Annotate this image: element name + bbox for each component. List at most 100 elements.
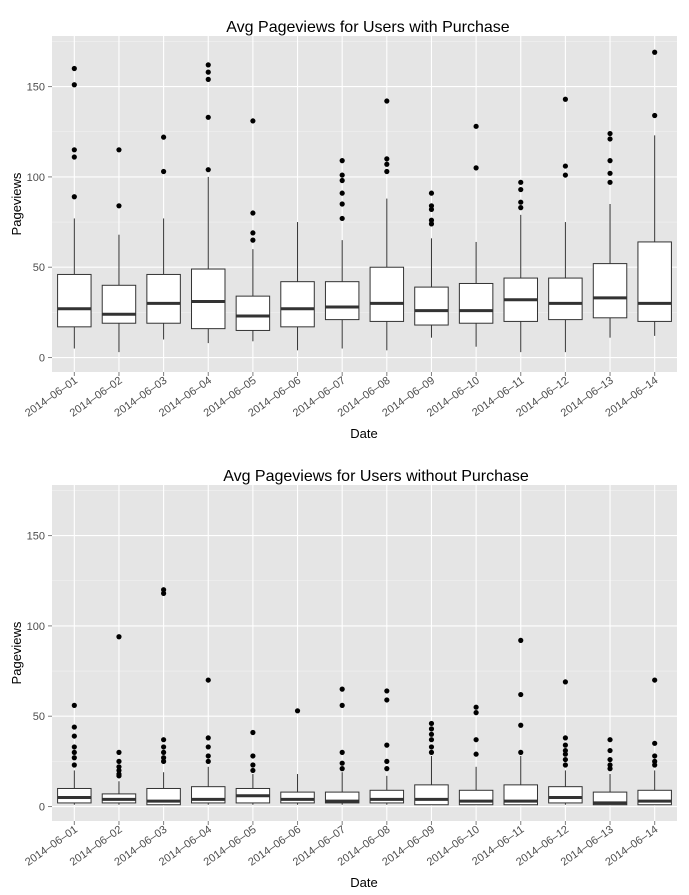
outlier-point bbox=[205, 758, 211, 764]
outlier-point bbox=[339, 190, 345, 196]
outlier-point bbox=[205, 735, 211, 741]
box-2014-06-12 bbox=[548, 679, 583, 805]
outlier-point bbox=[161, 744, 167, 750]
box-2014-06-06 bbox=[280, 708, 315, 805]
outlier-point bbox=[71, 194, 77, 200]
y-axis-ticks: 0 50 100 150 bbox=[27, 82, 52, 365]
box-2014-06-10 bbox=[458, 123, 494, 347]
outlier-point bbox=[71, 724, 77, 730]
outlier-point bbox=[607, 136, 613, 142]
outlier-point bbox=[339, 766, 345, 772]
outlier-point bbox=[518, 637, 524, 643]
outlier-point bbox=[562, 751, 568, 757]
outlier-point bbox=[384, 697, 390, 703]
outlier-point bbox=[161, 749, 167, 755]
outlier-point bbox=[116, 749, 122, 755]
chart-with-purchase: Avg Pageviews for Users with Purchase 0 5… bbox=[9, 19, 677, 441]
box-2014-06-07 bbox=[324, 158, 360, 349]
outlier-point bbox=[384, 98, 390, 104]
outlier-point bbox=[161, 168, 167, 175]
outlier-point bbox=[339, 686, 345, 692]
outlier-point bbox=[428, 726, 435, 732]
outlier-point bbox=[339, 702, 345, 708]
box-iqr bbox=[101, 284, 137, 324]
outlier-point bbox=[116, 147, 122, 153]
outlier-point bbox=[562, 747, 568, 754]
box-iqr bbox=[548, 786, 583, 804]
box-iqr bbox=[548, 277, 583, 321]
box-2014-06-08 bbox=[369, 688, 405, 805]
box-2014-06-03 bbox=[146, 587, 181, 806]
outlier-point bbox=[428, 206, 435, 213]
outlier-point bbox=[428, 737, 435, 743]
y-tick-label: 0 bbox=[39, 353, 45, 365]
outlier-point bbox=[205, 114, 211, 120]
outlier-point bbox=[518, 722, 524, 728]
box-2014-06-13 bbox=[592, 130, 628, 338]
box-iqr bbox=[637, 241, 672, 322]
y-tick-label: 100 bbox=[27, 172, 45, 184]
y-tick-label: 100 bbox=[27, 621, 45, 633]
x-axis-ticks: 2014–06–012014–06–022014–06–032014–06–04… bbox=[23, 372, 660, 420]
outlier-point bbox=[384, 688, 390, 694]
outlier-point bbox=[562, 96, 568, 102]
box-iqr bbox=[57, 787, 92, 804]
outlier-point bbox=[205, 753, 211, 759]
outlier-point bbox=[250, 230, 256, 236]
outlier-point bbox=[116, 771, 122, 777]
outlier-point bbox=[652, 677, 658, 683]
outlier-point bbox=[71, 147, 77, 153]
outlier-point bbox=[384, 758, 390, 764]
y-tick-label: 0 bbox=[39, 802, 45, 814]
outlier-point bbox=[473, 710, 479, 716]
box-2014-06-13 bbox=[592, 737, 628, 806]
outlier-point bbox=[339, 760, 345, 766]
outlier-point bbox=[428, 221, 435, 227]
box-2014-06-03 bbox=[146, 134, 181, 340]
outlier-point bbox=[428, 731, 435, 737]
outlier-point bbox=[473, 737, 479, 743]
outlier-point bbox=[250, 118, 256, 124]
outlier-point bbox=[607, 747, 613, 754]
outlier-point bbox=[652, 758, 658, 764]
outlier-point bbox=[339, 749, 345, 755]
outlier-point bbox=[71, 755, 77, 761]
outlier-point bbox=[607, 766, 613, 772]
outlier-point bbox=[562, 742, 568, 748]
outlier-point bbox=[250, 210, 256, 216]
outlier-point bbox=[116, 634, 122, 640]
outlier-point bbox=[518, 691, 524, 698]
gridlines bbox=[52, 485, 677, 821]
outlier-point bbox=[71, 82, 77, 88]
outlier-point bbox=[250, 767, 256, 774]
outlier-point bbox=[161, 590, 167, 596]
outlier-point bbox=[161, 758, 167, 764]
box-iqr bbox=[235, 295, 271, 331]
outlier-point bbox=[428, 749, 435, 755]
outlier-point bbox=[607, 179, 613, 185]
outlier-point bbox=[652, 49, 658, 55]
outlier-point bbox=[205, 76, 211, 82]
y-tick-label: 50 bbox=[33, 262, 45, 274]
y-axis-ticks: 0 50 100 150 bbox=[27, 531, 52, 814]
box-iqr bbox=[191, 268, 226, 330]
box-2014-06-08 bbox=[369, 98, 405, 351]
x-axis-ticks: 2014–06–012014–06–022014–06–032014–06–04… bbox=[23, 821, 660, 869]
box-iqr bbox=[592, 263, 628, 319]
outlier-point bbox=[428, 720, 435, 727]
outlier-point bbox=[384, 156, 390, 162]
box-iqr bbox=[280, 281, 315, 328]
outlier-point bbox=[473, 704, 479, 710]
outlier-point bbox=[428, 744, 435, 750]
outlier-point bbox=[339, 201, 345, 207]
box-2014-06-09 bbox=[414, 190, 449, 338]
box-2014-06-04 bbox=[191, 62, 226, 344]
outlier-point bbox=[652, 753, 658, 759]
box-iqr bbox=[369, 789, 405, 804]
chart-title: Avg Pageviews for Users with Purchase bbox=[226, 19, 509, 36]
box-2014-06-14 bbox=[637, 49, 672, 336]
outlier-point bbox=[562, 762, 568, 768]
outlier-point bbox=[205, 62, 211, 68]
box-2014-06-02 bbox=[101, 147, 137, 353]
